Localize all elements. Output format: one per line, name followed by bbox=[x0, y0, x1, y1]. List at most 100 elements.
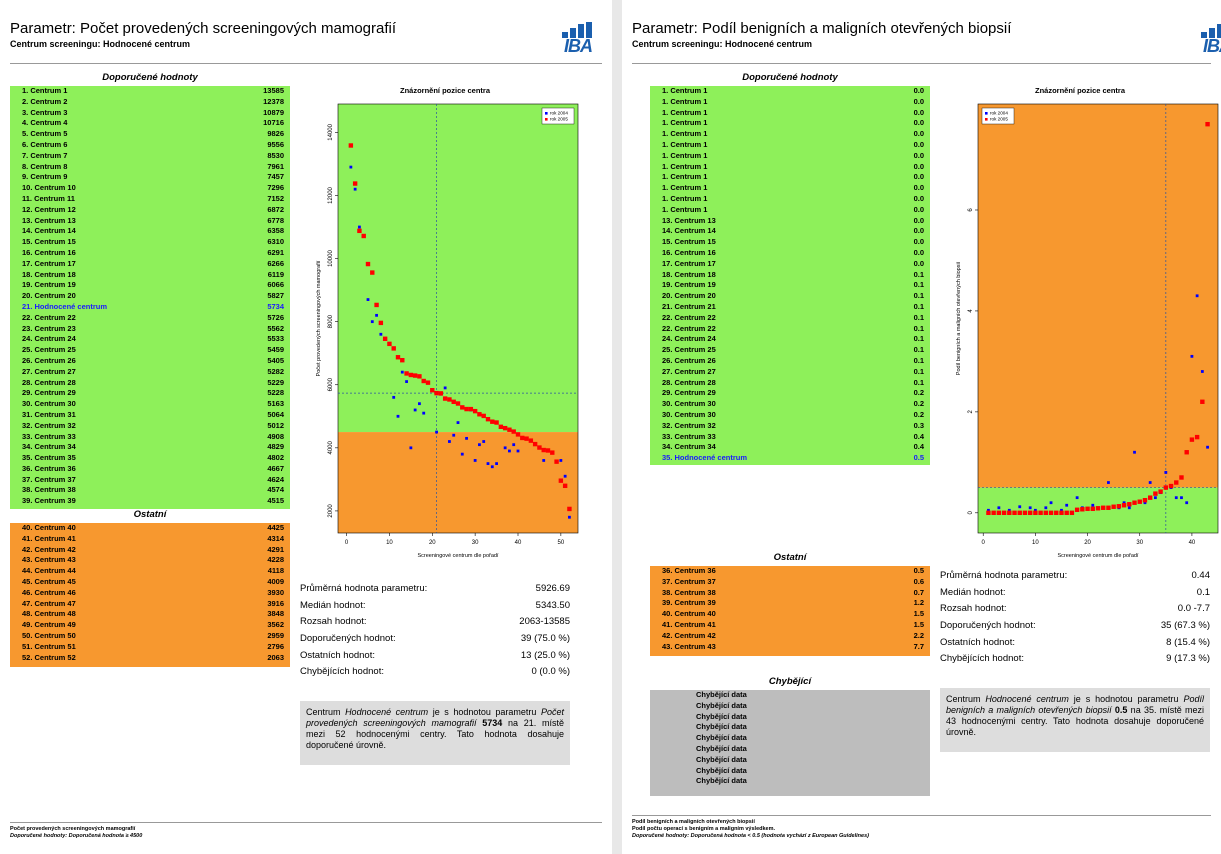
row-label: 42. Centrum 42 bbox=[662, 630, 716, 640]
stat-label: Ostatních hodnot: bbox=[300, 649, 375, 661]
position-chart: 0 10 20 30 40 0 2 4 6 Screeningové centrum dle po… bbox=[956, 103, 1219, 559]
legend-label: rok 2004 bbox=[550, 111, 568, 116]
table-row: 38. Centrum 38 0.7 bbox=[650, 588, 930, 599]
row-value: 2.2 bbox=[913, 630, 924, 640]
data-point bbox=[558, 478, 564, 483]
row-value: 2063 bbox=[267, 652, 284, 662]
data-point bbox=[1148, 481, 1152, 484]
row-label: 32. Centrum 32 bbox=[22, 420, 76, 430]
other-values-heading: Ostatní bbox=[10, 509, 290, 523]
row-label: Chybějící data bbox=[696, 765, 747, 775]
row-label: 16. Centrum 16 bbox=[22, 247, 76, 257]
data-point bbox=[485, 416, 491, 422]
row-value: 5229 bbox=[267, 377, 284, 387]
table-row: 5. Centrum 5 9826 bbox=[10, 129, 290, 140]
data-point bbox=[1033, 510, 1038, 516]
page-subtitle: Centrum screeningu: Hodnocené centrum bbox=[632, 39, 813, 49]
chart-title: Znázornění pozice centra bbox=[399, 86, 491, 95]
table-row: 52. Centrum 52 2063 bbox=[10, 653, 290, 664]
row-label: 16. Centrum 16 bbox=[662, 247, 716, 257]
table-row: 21. Centrum 21 0.1 bbox=[650, 302, 930, 313]
chart-title: Znázornění pozice centra bbox=[1034, 86, 1126, 95]
row-label: 21. Hodnocené centrum bbox=[22, 301, 108, 311]
table-row: 1. Centrum 1 0.0 bbox=[650, 205, 930, 216]
row-value: 0.5 bbox=[913, 566, 924, 575]
row-label: 37. Centrum 37 bbox=[22, 474, 76, 484]
x-tick-label: 20 bbox=[429, 540, 436, 546]
table-row: 14. Centrum 14 6358 bbox=[10, 226, 290, 237]
row-value: 6266 bbox=[267, 258, 284, 268]
data-point bbox=[481, 413, 486, 419]
data-point bbox=[1001, 510, 1007, 516]
row-value: 5163 bbox=[267, 399, 284, 409]
row-value: 0.0 bbox=[913, 258, 924, 268]
row-label: 13. Centrum 13 bbox=[22, 215, 76, 225]
evaluated-center-row: 21. Hodnocené centrum 5734 bbox=[10, 302, 290, 313]
data-point bbox=[448, 440, 451, 443]
row-value: 5726 bbox=[267, 312, 284, 322]
footer-recommendation: Doporučené hodnoty: Doporučená hodnota <… bbox=[632, 833, 869, 839]
row-label: 1. Centrum 1 bbox=[662, 150, 708, 160]
table-row: 1. Centrum 1 0.0 bbox=[650, 108, 930, 119]
table-row: 12. Centrum 12 6872 bbox=[10, 205, 290, 216]
row-value: 0.0 bbox=[913, 150, 924, 160]
row-value: 0.0 bbox=[913, 172, 924, 182]
data-point bbox=[1200, 399, 1205, 404]
page-footer: Počet provedených screeningových mamogra… bbox=[10, 822, 602, 840]
position-chart: 0 10 20 30 40 50 2000 4000 6000 8000 10000 12000 140… bbox=[316, 103, 579, 559]
row-value: 3562 bbox=[267, 620, 284, 630]
data-point bbox=[378, 320, 384, 326]
x-axis-label: Screeningové centrum dle pořadí bbox=[1057, 553, 1138, 559]
legend-marker bbox=[985, 112, 988, 115]
data-point bbox=[1200, 370, 1204, 373]
data-point bbox=[495, 462, 498, 466]
row-value: 0.1 bbox=[913, 345, 924, 355]
row-label: 22. Centrum 22 bbox=[22, 312, 76, 322]
recommended-values-table: 1. Centrum 1 0.0 1. Centrum 1 0.0 1. Centrum… bbox=[650, 86, 930, 465]
row-label: 30. Centrum 30 bbox=[662, 409, 716, 419]
row-label: 44. Centrum 44 bbox=[22, 566, 76, 576]
row-label: 25. Centrum 25 bbox=[662, 345, 716, 355]
x-tick-label: 10 bbox=[1032, 540, 1039, 546]
row-value: 6066 bbox=[267, 280, 284, 290]
stat-label: Doporučených hodnot: bbox=[940, 620, 1036, 632]
data-point bbox=[396, 414, 400, 418]
table-row: 40. Centrum 40 4425 bbox=[10, 523, 290, 534]
data-point bbox=[370, 320, 374, 324]
row-label: 17. Centrum 17 bbox=[662, 258, 716, 268]
stat-label: Rozsah hodnot: bbox=[940, 603, 1007, 615]
row-label: 39. Centrum 39 bbox=[662, 598, 716, 608]
table-row: 34. Centrum 34 4829 bbox=[10, 442, 290, 453]
data-point bbox=[1127, 502, 1132, 507]
row-value: 0.1 bbox=[913, 334, 924, 344]
table-row: 1. Centrum 1 0.0 bbox=[650, 129, 930, 140]
other-values-table: 36. Centrum 36 0.5 37. Centrum 37 0.6 38. Ce… bbox=[650, 566, 930, 656]
row-label: 41. Centrum 41 bbox=[662, 619, 716, 629]
series-rok-2004 bbox=[349, 165, 571, 519]
row-value: 0.1 bbox=[913, 377, 924, 387]
stat-value: 0 (0.0 %) bbox=[531, 666, 570, 678]
data-point bbox=[455, 401, 461, 406]
row-label: 40. Centrum 40 bbox=[662, 609, 716, 619]
data-point bbox=[382, 336, 388, 341]
row-label: 33. Centrum 33 bbox=[662, 431, 716, 441]
data-point bbox=[460, 405, 465, 410]
data-point bbox=[563, 474, 567, 478]
data-point bbox=[1038, 510, 1043, 516]
row-label: 43. Centrum 43 bbox=[662, 641, 716, 651]
data-point bbox=[366, 298, 370, 301]
plot-frame bbox=[337, 103, 579, 534]
row-label: 27. Centrum 27 bbox=[662, 366, 716, 376]
table-row: 17. Centrum 17 6266 bbox=[10, 259, 290, 270]
data-point bbox=[405, 380, 408, 383]
data-point bbox=[1153, 496, 1157, 500]
series-rok-2005 bbox=[348, 143, 572, 512]
stat-row: Medián hodnot: 5343.50 bbox=[300, 598, 570, 615]
data-point bbox=[1074, 507, 1080, 512]
data-point bbox=[508, 449, 511, 453]
footer-parameter-name: Počet provedených screeningových mamogra… bbox=[10, 826, 136, 832]
table-row: 31. Centrum 31 5064 bbox=[10, 410, 290, 421]
data-point bbox=[358, 225, 361, 229]
row-value: 0.0 bbox=[913, 161, 924, 171]
